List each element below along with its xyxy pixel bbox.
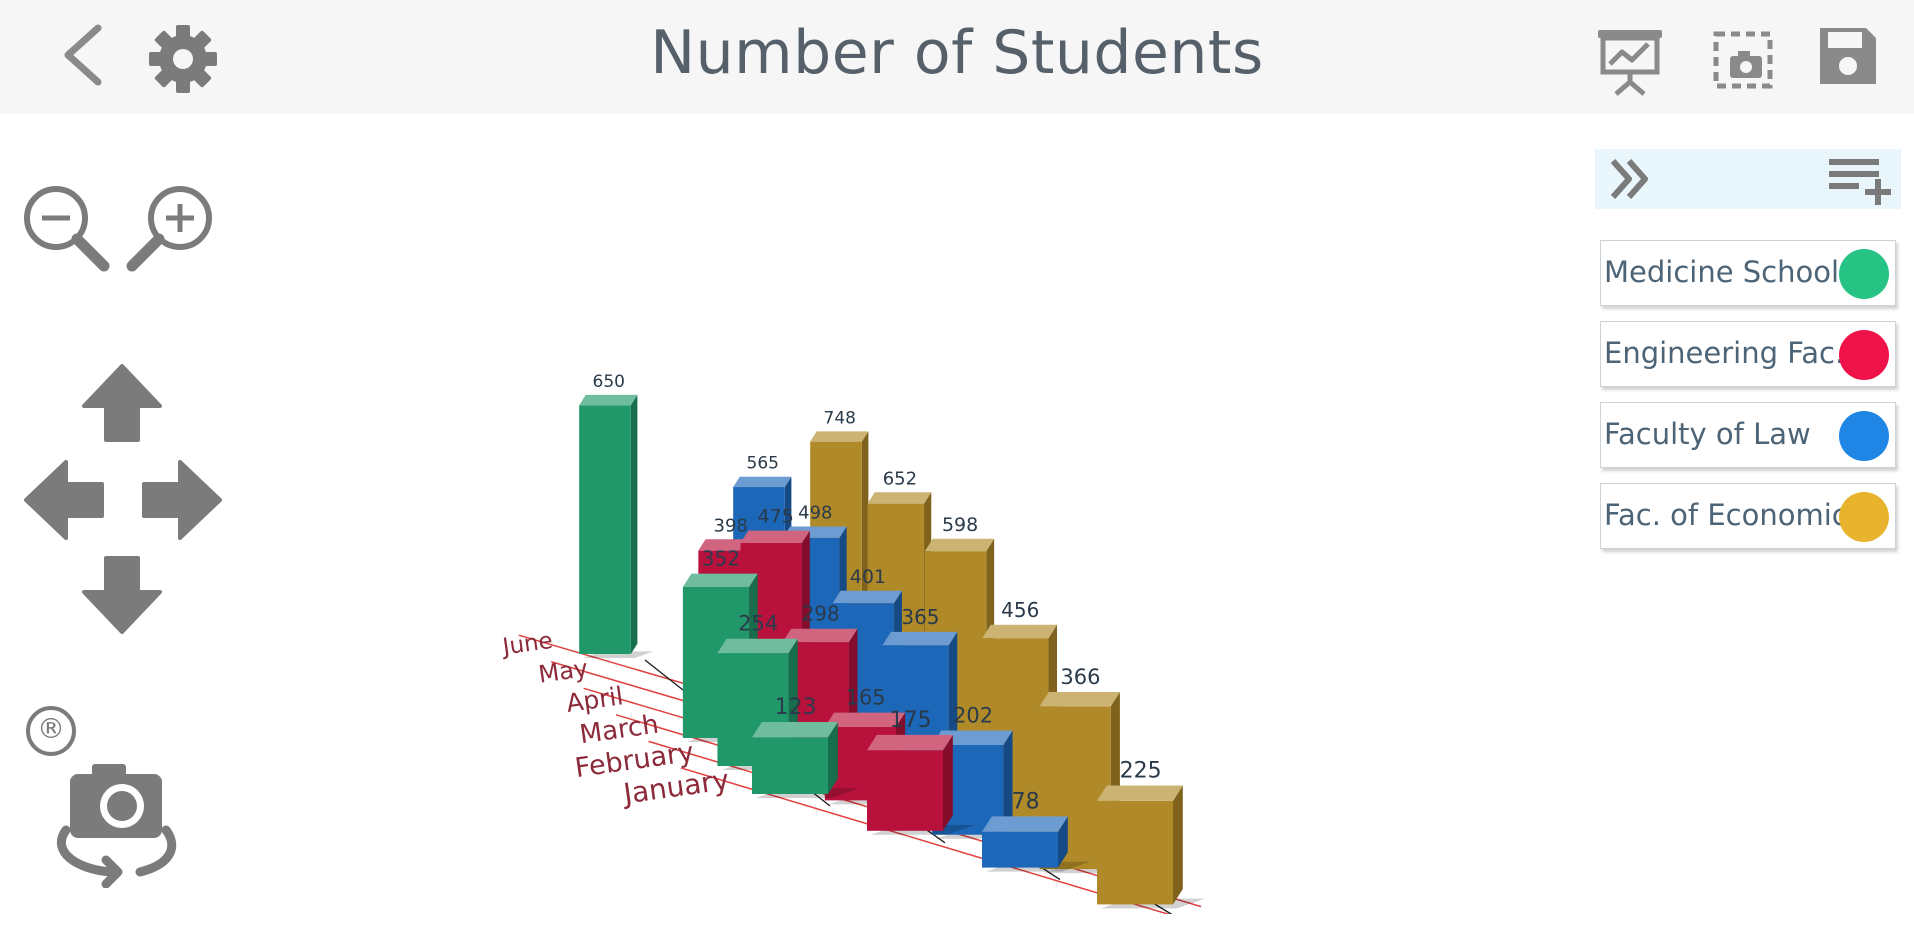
data-label: 352 bbox=[702, 547, 740, 571]
arrow-left-icon[interactable] bbox=[24, 460, 106, 540]
data-label: 650 bbox=[593, 372, 625, 392]
zoom-in-icon[interactable] bbox=[124, 182, 216, 274]
page-title: Number of Students bbox=[650, 18, 1264, 88]
data-label: 401 bbox=[850, 566, 886, 588]
data-label: 225 bbox=[1120, 759, 1162, 784]
data-label: 175 bbox=[890, 708, 932, 733]
registered-mark-text: ® bbox=[37, 712, 65, 745]
legend-color-swatch bbox=[1839, 411, 1889, 461]
legend-item-label: Fac. of Economic bbox=[1604, 498, 1848, 532]
bar[interactable] bbox=[982, 816, 1090, 872]
bar[interactable] bbox=[752, 722, 860, 798]
legend-color-swatch bbox=[1839, 249, 1889, 299]
settings-gear-icon[interactable] bbox=[148, 24, 218, 94]
grid-line bbox=[680, 767, 1171, 914]
data-label: 598 bbox=[942, 514, 978, 536]
data-label: 365 bbox=[901, 605, 939, 629]
data-label: 565 bbox=[747, 454, 779, 474]
category-label: April bbox=[564, 681, 625, 718]
data-label: 398 bbox=[714, 515, 748, 536]
arrow-up-icon[interactable] bbox=[82, 364, 162, 444]
arrow-right-icon[interactable] bbox=[140, 460, 222, 540]
data-label: 652 bbox=[883, 468, 917, 489]
camera-rotate-icon[interactable] bbox=[48, 760, 184, 888]
legend-color-swatch bbox=[1839, 330, 1889, 380]
data-label: 298 bbox=[802, 602, 840, 626]
category-label: June bbox=[499, 628, 554, 661]
registered-mark-icon[interactable]: ® bbox=[26, 706, 76, 756]
data-label: 123 bbox=[775, 695, 817, 720]
data-label: 165 bbox=[846, 686, 886, 710]
bar-chart-3d[interactable]: JanuaryFebruaryMarchAprilMayJune65056574… bbox=[0, 114, 1560, 914]
legend-color-swatch bbox=[1839, 492, 1889, 542]
legend-item-medicine-school[interactable]: Medicine School bbox=[1600, 240, 1896, 306]
data-label: 748 bbox=[824, 408, 856, 428]
save-floppy-icon[interactable] bbox=[1816, 24, 1880, 88]
legend-item-label: Faculty of Law bbox=[1604, 417, 1811, 451]
data-label: 475 bbox=[758, 506, 794, 528]
top-bar: Number of Students bbox=[0, 0, 1914, 114]
data-label: 366 bbox=[1060, 665, 1100, 689]
back-icon[interactable] bbox=[56, 22, 106, 88]
legend-item-label: Engineering Fac. bbox=[1604, 336, 1845, 370]
data-label: 78 bbox=[1012, 789, 1040, 814]
data-label: 254 bbox=[738, 612, 778, 636]
bar[interactable] bbox=[579, 394, 654, 658]
data-label: 202 bbox=[953, 704, 993, 728]
add-list-icon[interactable] bbox=[1827, 155, 1899, 205]
screenshot-capture-icon[interactable] bbox=[1712, 30, 1774, 90]
legend-item-engineering-fac[interactable]: Engineering Fac. bbox=[1600, 321, 1896, 387]
zoom-out-icon[interactable] bbox=[20, 182, 112, 274]
data-label: 498 bbox=[798, 503, 832, 524]
bar[interactable] bbox=[1097, 785, 1205, 909]
bar[interactable] bbox=[867, 734, 975, 835]
legend-panel-header bbox=[1595, 149, 1901, 209]
presentation-chart-icon[interactable] bbox=[1596, 24, 1664, 96]
arrow-down-icon[interactable] bbox=[82, 554, 162, 634]
collapse-double-chevron-icon[interactable] bbox=[1609, 157, 1653, 201]
category-label: May bbox=[537, 654, 590, 689]
legend-item-label: Medicine School bbox=[1604, 255, 1840, 289]
data-label: 456 bbox=[1001, 598, 1039, 622]
legend-item-faculty-of-law[interactable]: Faculty of Law bbox=[1600, 402, 1896, 468]
legend-item-fac-of-economic[interactable]: Fac. of Economic bbox=[1600, 483, 1896, 549]
